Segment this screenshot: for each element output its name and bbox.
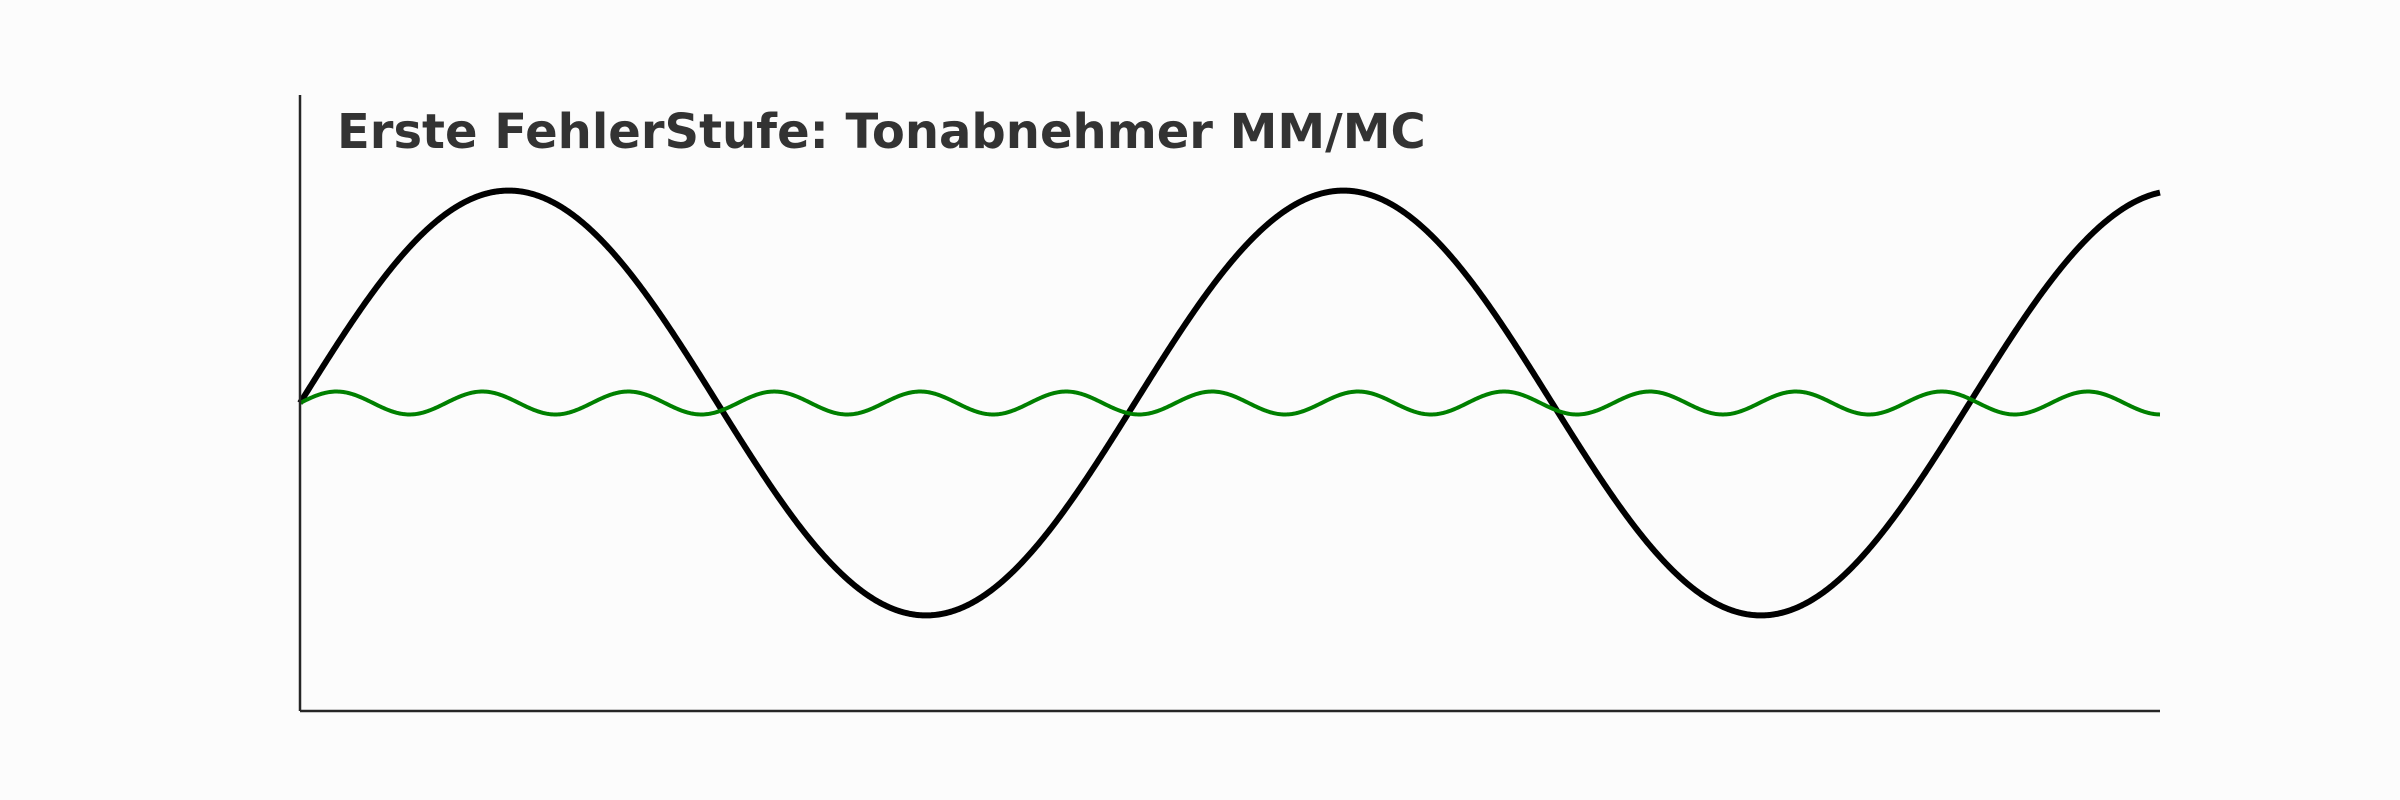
series-line-0 [297, 187, 2161, 619]
chart-title: Erste FehlerStufe: Tonabnehmer MM/MC [337, 104, 1426, 160]
series-layer [297, 187, 2161, 619]
series-line-1 [299, 389, 2161, 417]
